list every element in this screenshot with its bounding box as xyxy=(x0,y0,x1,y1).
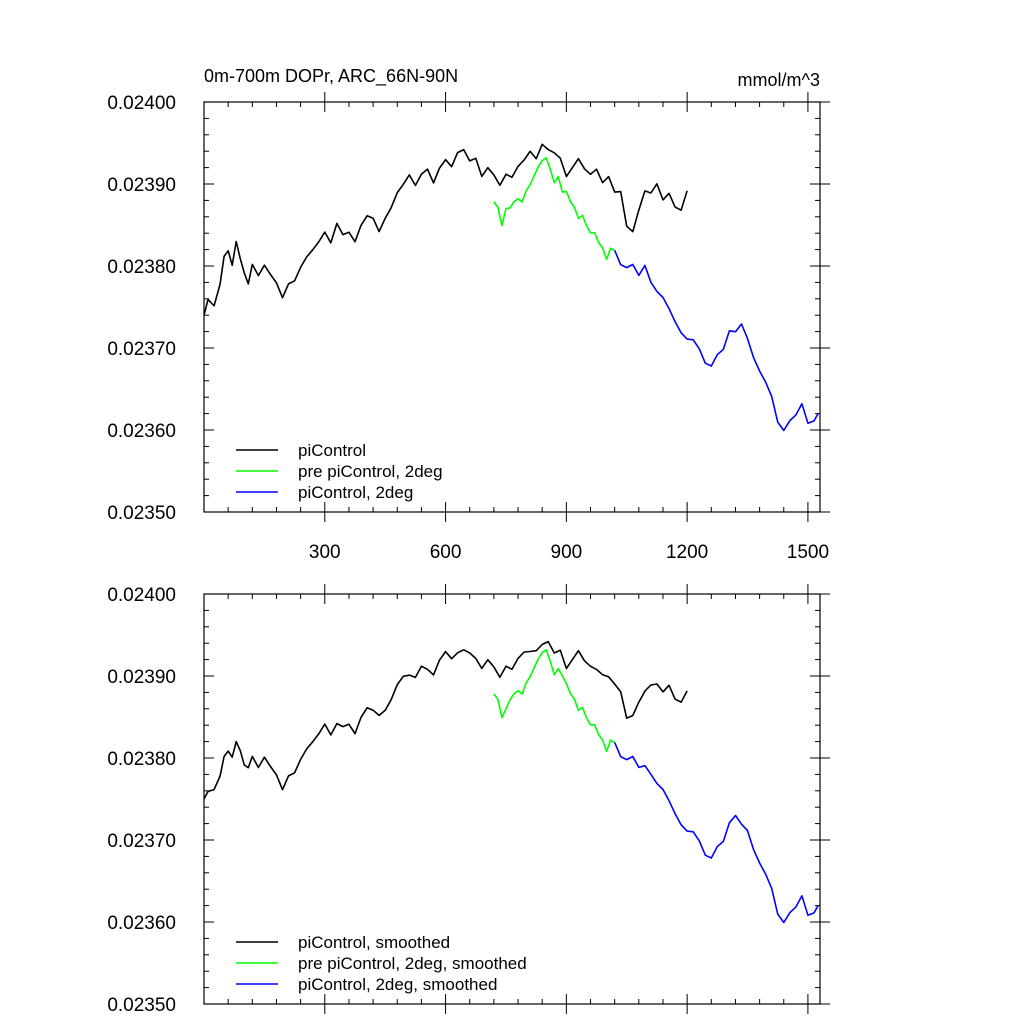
y-tick-label: 0.02380 xyxy=(107,749,176,770)
legend-label: pre piControl, 2deg, smoothed xyxy=(298,954,527,973)
series-line-picontrol-2deg-smoothed xyxy=(613,742,819,924)
legend-label: piControl, smoothed xyxy=(298,933,450,952)
series-line-pre-picontrol-2deg-smoothed xyxy=(493,649,616,753)
x-tick-label: 900 xyxy=(551,542,583,563)
x-tick-label: 300 xyxy=(309,542,341,563)
y-tick-label: 0.02370 xyxy=(107,339,176,360)
y-tick-label: 0.02400 xyxy=(107,93,176,114)
legend-label: piControl xyxy=(298,441,366,460)
legend-label: pre piControl, 2deg xyxy=(298,462,443,481)
y-tick-label: 0.02350 xyxy=(107,995,176,1016)
y-tick-label: 0.02390 xyxy=(107,175,176,196)
x-tick-label: 1500 xyxy=(787,542,829,563)
y-tick-label: 0.02360 xyxy=(107,913,176,934)
series-line-picontrol-smoothed xyxy=(204,640,688,800)
plot-frame xyxy=(203,593,821,1005)
y-tick-label: 0.02400 xyxy=(107,585,176,606)
legend-label: piControl, 2deg, smoothed xyxy=(298,975,497,994)
series-line-picontrol-2deg xyxy=(613,250,819,432)
units-label: mmol/m^3 xyxy=(738,70,820,90)
chart-title: 0m-700m DOPr, ARC_66N-90N xyxy=(204,66,458,87)
y-tick-label: 0.02380 xyxy=(107,257,176,278)
top-panel: 300 600 900 1200 1500 0.02350 0.02360 0.02370 0.… xyxy=(107,92,830,563)
plot-frame xyxy=(203,101,821,513)
legend-label: piControl, 2deg xyxy=(298,483,413,502)
x-tick-label: 1200 xyxy=(666,542,708,563)
x-tick-label: 600 xyxy=(430,542,462,563)
y-tick-label: 0.02360 xyxy=(107,421,176,442)
series-line-picontrol xyxy=(204,143,688,316)
bottom-panel: 0.02350 0.02360 0.02370 0.02380 0.02390 0.024… xyxy=(107,584,830,1016)
y-tick-label: 0.02370 xyxy=(107,831,176,852)
y-tick-label: 0.02350 xyxy=(107,503,176,524)
y-tick-label: 0.02390 xyxy=(107,667,176,688)
series-line-pre-picontrol-2deg xyxy=(493,157,616,261)
